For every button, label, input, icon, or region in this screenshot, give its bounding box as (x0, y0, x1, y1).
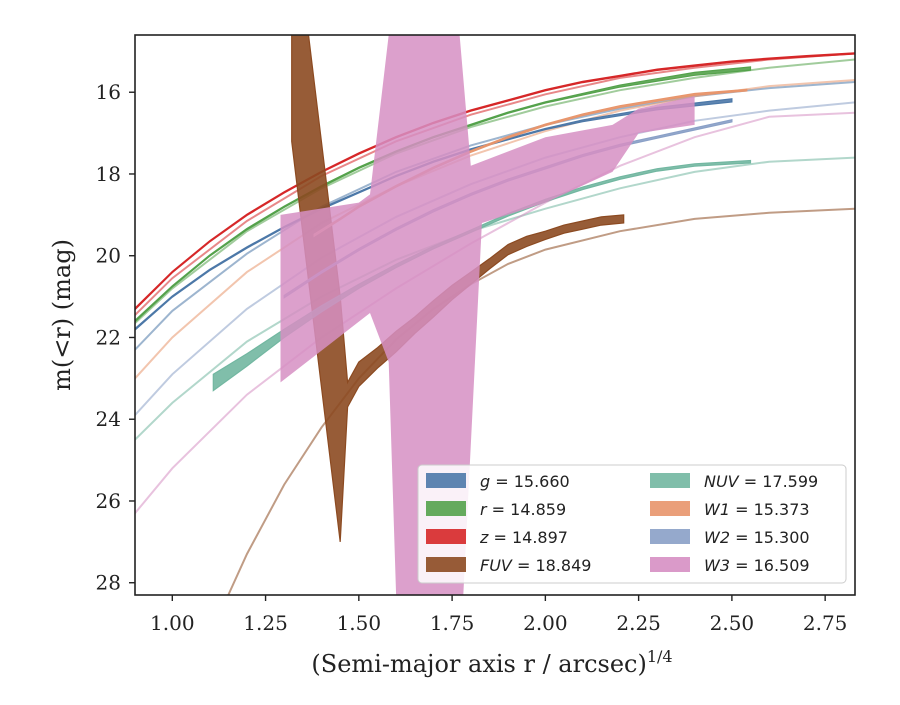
legend-label-w3: W3 = 16.509 (704, 556, 810, 575)
model-curve-r (135, 58, 855, 324)
x-tick-label: 2.25 (616, 611, 661, 635)
legend-label-nuv: NUV = 17.599 (704, 472, 818, 491)
x-axis: 1.00 1.25 1.50 1.75 2.00 2.25 2.50 2.75 (150, 595, 847, 635)
model-curve-z (135, 52, 855, 316)
legend-label-fuv: FUV = 18.849 (480, 556, 591, 575)
legend-swatch-fuv (426, 557, 466, 572)
legend-swatch-g (426, 473, 466, 488)
legend-item-g: g = 15.660 (426, 472, 570, 491)
legend-item-w2: W2 = 15.300 (650, 528, 810, 547)
legend-item-nuv: NUV = 17.599 (650, 472, 818, 491)
y-tick-label: 26 (96, 489, 121, 513)
y-axis: 16 18 20 22 24 26 28 (96, 80, 135, 595)
legend-swatch-nuv (650, 473, 690, 488)
y-tick-label: 28 (96, 571, 121, 595)
legend-label-g: g = 15.660 (480, 472, 570, 491)
y-axis-title: m(<r) (mag) (48, 239, 76, 391)
x-tick-label: 1.00 (150, 611, 195, 635)
legend-swatch-w1 (650, 501, 690, 516)
y-tick-label: 16 (96, 80, 121, 104)
x-tick-label: 1.75 (430, 611, 475, 635)
x-axis-title: (Semi-major axis r / arcsec)1/4 (311, 647, 672, 678)
legend-item-r: r = 14.859 (426, 500, 566, 519)
y-tick-label: 24 (96, 407, 121, 431)
legend-swatch-w3 (650, 557, 690, 572)
x-tick-label: 2.75 (803, 611, 848, 635)
x-tick-label: 1.25 (243, 611, 288, 635)
plot-frame (134, 34, 856, 596)
legend-item-w3: W3 = 16.509 (650, 556, 810, 575)
y-tick-label: 22 (96, 325, 121, 349)
legend-label-w2: W2 = 15.300 (704, 528, 810, 547)
legend-label-w1: W1 = 15.373 (704, 500, 810, 519)
legend-swatch-z (426, 529, 466, 544)
measured-band-w3 (280, 35, 695, 595)
legend-item-fuv: FUV = 18.849 (426, 556, 591, 575)
legend-label-r: r = 14.859 (480, 500, 566, 519)
x-tick-label: 2.00 (523, 611, 568, 635)
x-tick-label: 2.50 (710, 611, 755, 635)
legend-item-z: z = 14.897 (426, 528, 568, 547)
legend: g = 15.660 r = 14.859 z = 14.897 FUV = 18.8… (417, 464, 847, 584)
legend-swatch-w2 (650, 529, 690, 544)
legend-swatch-r (426, 501, 466, 516)
legend-label-z: z = 14.897 (479, 528, 568, 547)
y-tick-label: 20 (96, 244, 121, 268)
legend-box (417, 464, 847, 584)
legend-item-w1: W1 = 15.373 (650, 500, 810, 519)
y-tick-label: 18 (96, 162, 121, 186)
x-tick-label: 1.50 (337, 611, 382, 635)
series-layer (135, 35, 855, 595)
